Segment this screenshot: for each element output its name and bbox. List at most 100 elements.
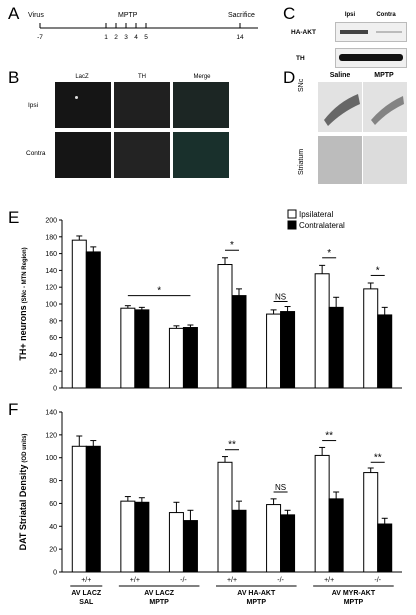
bar-contralateral-6 xyxy=(377,523,393,573)
y-tick-label: 40 xyxy=(49,524,57,531)
panel-c-col-contra: Contra xyxy=(376,12,396,18)
micro-ipsi-merge xyxy=(173,82,229,128)
chart-f-dat-density: 0 20 40 60 80 100 120 140 DAT Striatal Density(O… xyxy=(18,410,402,606)
bar-ipsilateral-5 xyxy=(314,273,330,389)
bar-contralateral-5 xyxy=(328,498,344,573)
y-axis-label: DAT Striatal Density(OD units) xyxy=(18,434,28,551)
bar-ipsilateral-3 xyxy=(217,264,233,389)
y-tick-label: 80 xyxy=(49,478,57,485)
blot-th xyxy=(335,48,407,68)
bar-contralateral-3 xyxy=(231,295,247,389)
panel-c-row-th: TH xyxy=(296,55,305,62)
y-tick-label: 140 xyxy=(45,268,57,275)
significance-label: NS xyxy=(275,292,286,301)
micro-contra-merge xyxy=(173,132,229,178)
panel-d-row-snc: SNc xyxy=(298,79,305,92)
bar-ipsilateral-4 xyxy=(266,313,282,389)
micro-ipsi-th xyxy=(114,82,170,128)
panel-b-col-merge: Merge xyxy=(193,74,211,80)
bar-contralateral-4 xyxy=(280,514,296,573)
genotype-label: -/- xyxy=(374,577,381,584)
bar-contralateral-0 xyxy=(85,445,101,573)
blot-band-th xyxy=(339,54,403,61)
y-tick-label: 120 xyxy=(45,432,57,439)
timeline-tick-label: 3 xyxy=(124,34,128,41)
panel-b-col-lacz: LacZ xyxy=(75,74,89,80)
legend-label-ipsilateral: Ipsilateral xyxy=(299,210,333,219)
bar-contralateral-3 xyxy=(231,509,247,573)
blot-ha-akt xyxy=(335,22,407,42)
panel-letter-c: C xyxy=(283,4,296,23)
bar-ipsilateral-5 xyxy=(314,454,330,573)
significance-label: ** xyxy=(228,440,236,451)
bar-ipsilateral-4 xyxy=(266,504,282,573)
significance-label: ** xyxy=(374,452,382,463)
genotype-label: -/- xyxy=(180,577,187,584)
panel-c-col-ipsi: Ipsi xyxy=(344,12,356,18)
y-tick-label: 100 xyxy=(45,302,57,309)
genotype-label: +/+ xyxy=(81,577,91,584)
panel-c-row-ha-akt: HA-AKT xyxy=(291,29,316,36)
timeline-tick-label: -7 xyxy=(37,34,43,41)
bar-ipsilateral-1 xyxy=(120,307,136,389)
panel-letter-f: F xyxy=(8,400,19,419)
y-tick-label: 180 xyxy=(45,234,57,241)
panel-letter-e: E xyxy=(8,208,20,227)
panel-letter-d: D xyxy=(283,68,296,87)
timeline-tick-label: 1 xyxy=(104,34,108,41)
timeline-tick-label: 2 xyxy=(114,34,118,41)
bar-ipsilateral-1 xyxy=(120,500,136,573)
bar-contralateral-5 xyxy=(328,306,344,389)
significance-label: * xyxy=(230,240,234,251)
bar-ipsilateral-6 xyxy=(363,472,379,573)
bar-contralateral-1 xyxy=(134,501,150,573)
timeline-tick-label: 14 xyxy=(236,34,244,41)
drug-label: MPTP xyxy=(149,599,169,606)
treatment-label: AV MYR-AKT xyxy=(332,590,376,597)
significance-label: NS xyxy=(275,483,286,492)
bar-ipsilateral-2 xyxy=(168,327,184,389)
timeline-tick-label: 4 xyxy=(134,34,138,41)
legend-label-contralateral: Contralateral xyxy=(299,221,345,230)
bar-ipsilateral-6 xyxy=(363,288,379,389)
y-tick-label: 0 xyxy=(53,570,57,577)
panel-letter-a: A xyxy=(8,4,20,23)
y-tick-label: 160 xyxy=(45,251,57,258)
y-tick-label: 120 xyxy=(45,285,57,292)
y-tick-label: 60 xyxy=(49,335,57,342)
panel-d-row-striatum-text: Striatum xyxy=(298,148,305,175)
treatment-label: AV HA-AKT xyxy=(237,590,276,597)
genotype-label: -/- xyxy=(277,577,284,584)
y-tick-label: 140 xyxy=(45,410,57,417)
histology-snc-saline xyxy=(318,82,362,132)
bar-contralateral-6 xyxy=(377,314,393,389)
labeled-cell-dot xyxy=(75,96,78,99)
panel-d-col-saline: Saline xyxy=(329,72,351,79)
blot-band-contra xyxy=(376,31,402,33)
y-tick-label: 200 xyxy=(45,218,57,225)
y-tick-label: 40 xyxy=(49,352,57,359)
y-tick-label: 100 xyxy=(45,455,57,462)
y-tick-label: 80 xyxy=(49,318,57,325)
legend-swatch-ipsilateral xyxy=(287,209,297,219)
drug-label: MPTP xyxy=(344,599,364,606)
significance-label: * xyxy=(376,265,380,276)
timeline-mptp-label: MPTP xyxy=(118,12,138,19)
timeline: -7 1 2 3 4 5 14 Virus MPTP Sacrifice xyxy=(28,12,258,41)
panel-b-row-ipsi: Ipsi xyxy=(28,102,39,109)
snc-saline-stain xyxy=(324,94,360,126)
significance-label: ** xyxy=(325,431,333,442)
panel-b-col-th: TH xyxy=(138,74,146,80)
y-tick-label: 0 xyxy=(53,386,57,393)
timeline-tick-label: 5 xyxy=(144,34,148,41)
genotype-label: +/+ xyxy=(130,577,140,584)
blot-band-ipsi xyxy=(340,30,368,34)
drug-label: MPTP xyxy=(247,599,267,606)
bar-contralateral-2 xyxy=(182,520,198,573)
micro-contra-lacz xyxy=(55,132,111,178)
bar-ipsilateral-0 xyxy=(71,445,87,573)
genotype-label: +/+ xyxy=(227,577,237,584)
legend-swatch-contralateral xyxy=(287,220,297,230)
bar-contralateral-1 xyxy=(134,309,150,389)
y-axis-label: TH+ neurons(SNc - MTN Region) xyxy=(18,247,28,360)
